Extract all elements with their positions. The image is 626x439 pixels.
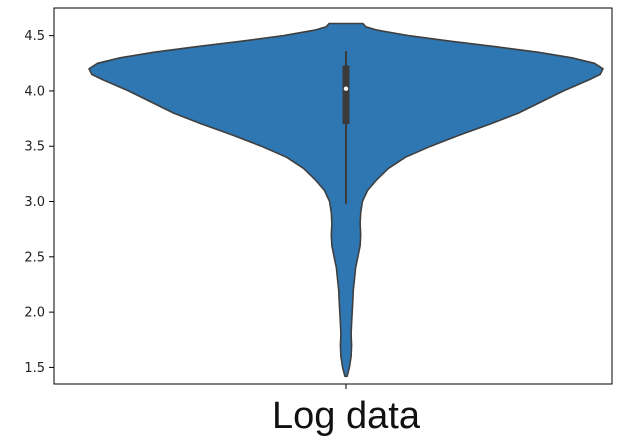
y-axis-ticks: 1.5 2.0 2.5 3.0 3.5 4.0 4.5	[24, 29, 347, 389]
x-category-label: Log data	[272, 395, 421, 437]
y-tick-label: 2.0	[24, 306, 45, 321]
median-marker	[343, 86, 349, 91]
y-tick-label: 4.0	[24, 84, 45, 99]
y-tick-label: 1.5	[24, 361, 45, 376]
axis-labels: Log data	[272, 395, 421, 437]
axes	[53, 7, 613, 385]
iqr-box	[342, 65, 350, 125]
axes-frame	[53, 7, 613, 385]
y-tick-label: 2.5	[24, 250, 45, 265]
y-tick-label: 3.0	[24, 195, 45, 210]
y-tick-label: 3.5	[24, 140, 45, 155]
plot-area	[88, 22, 604, 378]
y-tick-label: 4.5	[24, 29, 45, 44]
